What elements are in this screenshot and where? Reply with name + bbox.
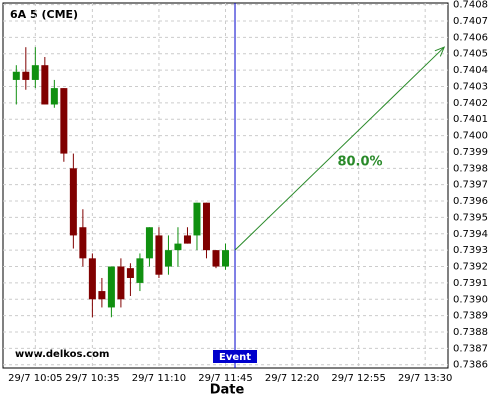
y-tick-label: 0.7389 xyxy=(453,311,488,322)
candle-body xyxy=(117,266,125,300)
x-tick-label: 29/7 12:20 xyxy=(265,373,319,384)
y-tick-label: 0.7390 xyxy=(453,294,488,305)
y-tick-label: 0.7406 xyxy=(453,32,488,43)
y-tick-label: 0.7404 xyxy=(453,65,488,76)
y-tick-label: 0.7397 xyxy=(453,180,488,191)
x-tick-label: 29/7 12:55 xyxy=(331,373,385,384)
chart-title: 6A 5 (CME) xyxy=(10,8,78,21)
y-tick-label: 0.7391 xyxy=(453,278,488,289)
candle-body xyxy=(155,235,163,275)
candle-body xyxy=(12,71,20,80)
candle-body xyxy=(41,65,49,105)
x-tick-label: 29/7 11:10 xyxy=(132,373,186,384)
event-label-box xyxy=(213,350,258,363)
candle-body xyxy=(193,202,201,236)
candle-body xyxy=(88,258,96,300)
candle-body xyxy=(126,268,134,278)
y-tick-label: 0.7408 xyxy=(453,0,488,11)
y-tick-label: 0.7402 xyxy=(453,98,488,109)
x-tick-label: 29/7 11:45 xyxy=(198,373,252,384)
x-axis-title: Date xyxy=(210,383,245,398)
candle-body xyxy=(22,71,30,80)
y-tick-label: 0.7394 xyxy=(453,229,488,240)
y-tick-label: 0.7400 xyxy=(453,131,488,142)
candle-body xyxy=(60,88,68,154)
candle-body xyxy=(69,168,77,236)
candle-body xyxy=(50,88,58,105)
y-tick-label: 0.7405 xyxy=(453,49,488,60)
y-tick-label: 0.7387 xyxy=(453,343,488,354)
y-tick-label: 0.7395 xyxy=(453,212,488,223)
x-tick-label: 29/7 10:35 xyxy=(65,373,119,384)
event-label: Event xyxy=(219,352,251,363)
candle-body xyxy=(164,250,172,267)
arrow-label: 80.0% xyxy=(337,155,382,170)
forecast-arrow xyxy=(234,46,445,251)
candle-body xyxy=(98,291,106,300)
candle-body xyxy=(79,227,87,259)
candle-body xyxy=(136,258,144,283)
y-tick-label: 0.7396 xyxy=(453,196,488,207)
candle-body xyxy=(145,227,153,259)
candle-body xyxy=(31,65,39,80)
y-tick-label: 0.7399 xyxy=(453,147,488,158)
candle-body xyxy=(222,250,229,267)
candle-body xyxy=(183,235,191,244)
y-tick-label: 0.7393 xyxy=(453,245,488,256)
y-tick-label: 0.7386 xyxy=(453,360,488,371)
y-tick-label: 0.7401 xyxy=(453,114,488,125)
y-tick-label: 0.7403 xyxy=(453,81,488,92)
candle-body xyxy=(107,266,115,308)
arrow-head xyxy=(434,46,446,57)
y-tick-label: 0.7407 xyxy=(453,16,488,27)
y-tick-label: 0.7392 xyxy=(453,262,488,273)
x-tick-label: 29/7 13:30 xyxy=(398,373,452,384)
y-tick-label: 0.7398 xyxy=(453,163,488,174)
y-tick-label: 0.7388 xyxy=(453,327,488,338)
x-tick-label: 29/7 10:05 xyxy=(8,373,62,384)
watermark: www.delkos.com xyxy=(15,349,109,360)
candle-body xyxy=(212,250,220,267)
candle-body xyxy=(174,243,182,251)
candle-body xyxy=(202,202,210,251)
